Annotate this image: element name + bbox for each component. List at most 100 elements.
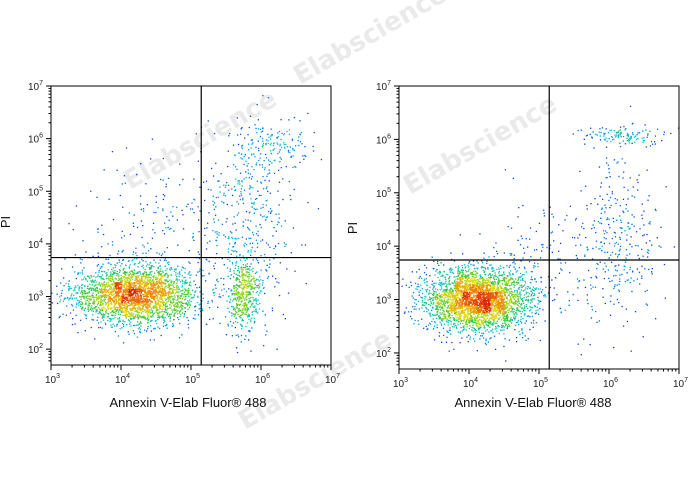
data-point (510, 290, 512, 293)
data-point (249, 292, 251, 294)
data-point (414, 302, 416, 304)
data-point (99, 267, 101, 269)
data-point (109, 320, 111, 322)
data-point (137, 297, 139, 299)
data-point (272, 149, 274, 151)
data-point (468, 319, 470, 321)
data-point (120, 277, 122, 279)
data-point (455, 302, 457, 305)
data-point (237, 265, 239, 268)
data-point (96, 319, 98, 321)
data-point (461, 265, 463, 267)
data-point (553, 287, 555, 289)
data-point (148, 311, 151, 314)
data-point (514, 294, 517, 296)
data-point (266, 186, 268, 188)
data-point (267, 244, 269, 246)
data-point (246, 257, 248, 259)
data-point (233, 293, 236, 295)
data-point (140, 163, 142, 165)
data-point (101, 278, 103, 280)
data-point (236, 298, 238, 300)
data-point (140, 286, 142, 289)
data-point (162, 271, 164, 274)
data-point (135, 307, 137, 309)
data-point (155, 311, 157, 313)
data-point (176, 302, 178, 305)
data-point (494, 328, 496, 330)
data-point (214, 214, 217, 216)
data-point (160, 296, 162, 298)
data-point (134, 279, 136, 282)
data-point (250, 186, 252, 189)
data-point (243, 244, 245, 246)
data-point (441, 293, 443, 296)
data-point (446, 336, 448, 338)
data-point (141, 279, 143, 281)
data-point (140, 294, 142, 297)
data-point (202, 269, 204, 271)
data-point (261, 146, 263, 148)
data-point (119, 270, 121, 272)
data-point (198, 308, 200, 310)
data-point (142, 317, 144, 319)
data-point (225, 221, 227, 223)
data-point (181, 293, 183, 295)
data-point (142, 307, 144, 309)
data-point (133, 301, 135, 303)
data-point (172, 324, 174, 327)
data-point (502, 299, 504, 301)
data-point (178, 288, 180, 290)
data-point (122, 275, 124, 277)
data-point (276, 223, 278, 226)
data-point (236, 305, 238, 307)
data-point (112, 294, 114, 296)
data-point (128, 280, 131, 282)
data-point (220, 173, 222, 175)
data-point (246, 322, 249, 324)
data-point (248, 188, 251, 190)
data-point (138, 308, 140, 310)
data-point (235, 334, 237, 336)
data-point (540, 281, 542, 283)
data-point (99, 326, 101, 329)
data-point (77, 273, 79, 275)
data-point (423, 279, 425, 281)
data-point (174, 296, 176, 298)
data-point (476, 325, 478, 328)
data-point (118, 259, 120, 261)
data-point (254, 272, 257, 274)
data-point (118, 320, 120, 323)
data-point (102, 233, 105, 236)
data-point (101, 317, 104, 319)
data-point (428, 303, 430, 306)
data-point (242, 293, 244, 295)
data-point (192, 317, 195, 319)
data-point (129, 302, 131, 305)
data-point (154, 305, 156, 307)
data-point (472, 307, 474, 309)
data-point (69, 297, 72, 299)
data-point (136, 279, 138, 281)
data-point (116, 294, 118, 296)
data-point (478, 295, 480, 297)
data-point (265, 216, 267, 218)
data-point (245, 314, 248, 316)
data-point (162, 315, 164, 317)
data-point (161, 297, 163, 299)
data-point (134, 257, 136, 260)
data-point (472, 309, 474, 311)
data-point (184, 307, 186, 309)
data-point (155, 277, 157, 279)
data-point (445, 293, 448, 295)
data-point (421, 288, 423, 290)
data-point (192, 232, 194, 235)
data-point (150, 265, 152, 267)
data-point (526, 315, 528, 317)
data-point (179, 290, 182, 292)
data-point (253, 280, 256, 282)
data-point (231, 204, 233, 207)
data-point (517, 299, 519, 301)
data-point (159, 296, 161, 299)
data-point (279, 149, 281, 151)
